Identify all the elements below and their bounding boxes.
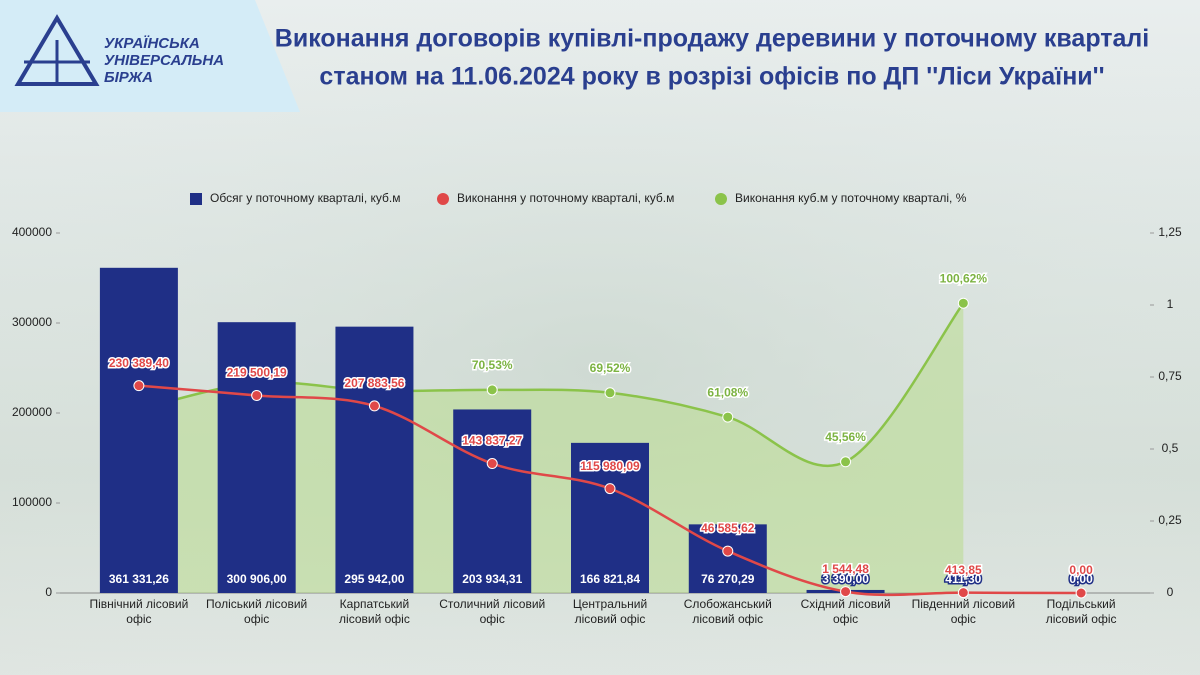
point [1075, 587, 1087, 599]
x-tick-label: Південний лісовий офіс [911, 597, 1016, 626]
bar-label: 203 934,31 [462, 572, 522, 586]
data-label: 219 500,19 [227, 366, 287, 380]
point [604, 387, 616, 399]
x-tick-label: Північний лісовий офіс [89, 597, 189, 626]
logo-symbol [14, 14, 100, 86]
legend-swatch [715, 193, 727, 205]
bar-label: 295 942,00 [344, 572, 404, 586]
bar-label: 3 390,00 [822, 572, 869, 586]
point [133, 380, 145, 392]
y-tick-label: 200000 [12, 405, 52, 419]
legend-swatch [437, 193, 449, 205]
x-tick-label: Столичний лісовий офіс [439, 597, 546, 626]
y-tick-label: 0 [45, 585, 52, 599]
legend-label: Виконання куб.м у поточному кварталі, % [735, 191, 967, 205]
y2-tick-label: 0,25 [1158, 513, 1182, 527]
data-label: 46 585,62 [701, 521, 755, 535]
point [722, 545, 734, 557]
bar [217, 322, 296, 593]
x-tick-label: Поліський лісовий офіс [206, 597, 308, 626]
bar-label: 76 270,29 [701, 572, 755, 586]
data-label: 143 837,27 [462, 434, 522, 448]
bar-label: 361 331,26 [109, 572, 169, 586]
bar [571, 442, 649, 593]
point [486, 458, 498, 470]
data-label: 61,08% [707, 385, 748, 399]
y2-tick-label: 1,25 [1158, 225, 1182, 239]
bar [453, 409, 532, 593]
chart-title: станом на 11.06.2024 року в розрізі офіс… [319, 63, 1104, 91]
bar [688, 524, 767, 593]
data-label: 1 544,48 [822, 562, 869, 576]
data-label: 0,00 [1069, 563, 1093, 577]
y2-tick-label: 0 [1167, 585, 1174, 599]
point [957, 587, 969, 599]
chart-title: Виконання договорів купівлі-продажу дере… [275, 25, 1149, 53]
bar-label: 166 821,84 [580, 572, 640, 586]
y2-tick-label: 1 [1167, 297, 1174, 311]
data-label: 230 389,40 [109, 356, 169, 370]
logo-text: БІРЖА [104, 69, 153, 86]
x-tick-label: Подільський лісовий офіс [1045, 597, 1117, 626]
bar [99, 267, 178, 593]
data-label: 115 980,09 [580, 459, 640, 473]
y-tick-label: 100000 [12, 495, 52, 509]
data-label: 45,56% [825, 430, 866, 444]
point [957, 297, 969, 309]
x-tick-label: Центральний лісовий офіс [572, 597, 648, 626]
data-label: 70,53% [472, 358, 513, 372]
logo-text: УНІВЕРСАЛЬНА [104, 52, 224, 69]
data-label: 69,52% [590, 361, 631, 375]
data-label: 100,62% [940, 271, 988, 285]
point [486, 384, 498, 396]
legend-label: Виконання у поточному кварталі, куб.м [457, 191, 674, 205]
point [368, 400, 380, 412]
point [840, 586, 852, 598]
point [722, 411, 734, 423]
logo-text: УКРАЇНСЬКА [104, 35, 200, 52]
legend-swatch [190, 193, 202, 205]
data-label: 207 883,56 [344, 376, 404, 390]
y-tick-label: 400000 [12, 225, 52, 239]
legend-label: Обсяг у поточному кварталі, куб.м [210, 191, 401, 205]
bar-label: 300 906,00 [227, 572, 287, 586]
point [251, 389, 263, 401]
y2-tick-label: 0,75 [1158, 369, 1182, 383]
point [840, 456, 852, 468]
x-tick-label: Карпатський лісовий офіс [339, 597, 410, 626]
x-tick-label: Слобожанський лісовий офіс [683, 597, 772, 626]
bar [335, 326, 414, 593]
bar-label: 411,30 [945, 572, 981, 586]
y2-tick-label: 0,5 [1162, 441, 1179, 455]
bar-label: 0,00 [1069, 572, 1093, 586]
point [604, 483, 616, 495]
data-label: 413,85 [945, 563, 982, 577]
x-tick-label: Східний лісовий офіс [800, 597, 891, 626]
y-tick-label: 300000 [12, 315, 52, 329]
